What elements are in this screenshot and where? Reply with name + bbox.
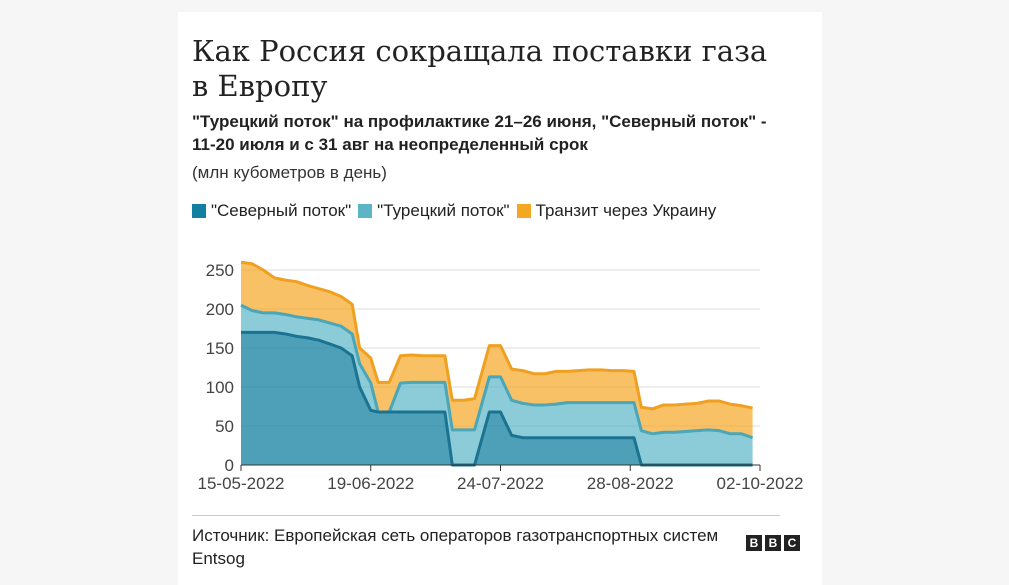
footer-divider: [192, 515, 780, 516]
legend-swatch-ukraine: [516, 204, 531, 218]
y-tick-label: 0: [225, 456, 234, 475]
x-tick-label: 15-05-2022: [198, 474, 285, 493]
source-note: Источник: Европейская сеть операторов га…: [192, 526, 719, 568]
legend-item-turk-stream: "Турецкий поток": [358, 201, 510, 221]
y-tick-label: 100: [206, 378, 234, 397]
legend-item-nord-stream: "Северный поток": [192, 201, 351, 221]
unit-label: (млн кубометров в день): [192, 163, 387, 182]
logo-letter: B: [765, 535, 781, 551]
x-tick-label: 28-08-2022: [587, 474, 674, 493]
y-tick-label: 200: [206, 300, 234, 319]
y-tick-label: 150: [206, 339, 234, 358]
area-nord-stream: [241, 332, 753, 465]
bbc-logo: B B C: [746, 535, 800, 551]
legend-label-ukraine: Транзит через Украину: [535, 201, 717, 220]
y-tick-label: 250: [206, 261, 234, 280]
y-tick-label: 50: [215, 417, 234, 436]
logo-letter: C: [784, 535, 800, 551]
x-tick-label: 02-10-2022: [717, 474, 804, 493]
legend-item-ukraine: Транзит через Украину: [516, 201, 717, 221]
area-turk-stream: [241, 305, 753, 465]
chart-title: Как Россия сокращала поставки газа в Евр…: [192, 34, 768, 103]
chart-subtitle: "Турецкий поток" на профилактике 21–26 и…: [192, 112, 767, 154]
x-tick-label: 24-07-2022: [457, 474, 544, 493]
line-ukraine: [240, 260, 753, 411]
line-turk-stream: [240, 303, 754, 440]
chart-card: Как Россия сокращала поставки газа в Евр…: [178, 12, 822, 585]
legend-label-turk-stream: "Турецкий поток": [377, 201, 510, 220]
x-tick-label: 19-06-2022: [327, 474, 414, 493]
logo-letter: B: [746, 535, 762, 551]
legend-swatch-nord-stream: [192, 204, 206, 218]
area-ukraine: [241, 262, 753, 438]
stacked-area-chart: 0 50 100 150 200 250 15-05-2022 19-06-2022 24-07…: [198, 260, 804, 493]
legend: "Северный поток" "Турецкий поток" Транзи…: [192, 201, 723, 221]
legend-swatch-turk-stream: [358, 204, 373, 218]
legend-label-nord-stream: "Северный поток": [211, 201, 352, 220]
